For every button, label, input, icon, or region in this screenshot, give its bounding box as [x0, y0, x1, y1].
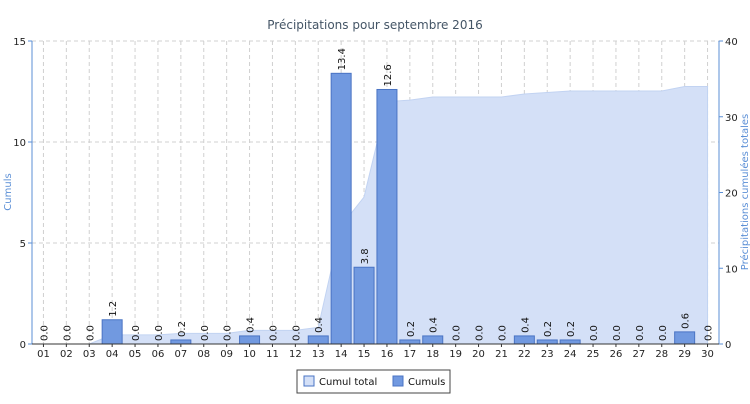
x-tick-label: 24 [564, 349, 577, 360]
bar-15 [353, 266, 375, 345]
x-tick-label: 14 [335, 349, 348, 360]
y-tick-label: 15 [13, 37, 26, 48]
x-tick-label: 23 [541, 349, 554, 360]
x-tick-label: 08 [197, 349, 210, 360]
bar-22 [513, 335, 535, 345]
bar-04 [101, 319, 123, 345]
x-tick-label: 03 [83, 349, 96, 360]
x-tick-label: 21 [495, 349, 508, 360]
x-tick-label: 30 [701, 349, 714, 360]
x-tick-label: 10 [243, 349, 256, 360]
bar-label-02: 0.0 [62, 325, 73, 341]
x-tick-label: 20 [472, 349, 485, 360]
bar-14 [330, 72, 352, 345]
legend-box [296, 369, 451, 394]
bar-label-11: 0.0 [268, 325, 279, 341]
x-tick-label: 02 [60, 349, 73, 360]
bar-label-16: 12.6 [383, 64, 394, 86]
bar-18 [422, 335, 444, 345]
bar-29 [674, 331, 696, 345]
cumulative-area [43, 85, 709, 345]
bar-label-27: 0.0 [635, 325, 646, 341]
bar-label-24: 0.2 [566, 321, 577, 337]
x-tick-label: 17 [403, 349, 416, 360]
x-tick-label: 06 [152, 349, 165, 360]
cumulative-total-area [43, 85, 709, 345]
y2-tick-label: 10 [725, 264, 738, 275]
bar-labels: 0.0 0.0 0.0 1.2 0.0 0.0 0.2 0.0 0.0 0.4 0.0 0.0 0.4 1… [39, 48, 714, 341]
bar-label-28: 0.0 [658, 325, 669, 341]
bar-16 [376, 88, 398, 345]
legend-swatch-cumul-total [303, 375, 315, 387]
bar-label-20: 0.0 [475, 325, 486, 341]
x-tick-label: 13 [312, 349, 325, 360]
bar-label-03: 0.0 [85, 325, 96, 341]
bar-label-17: 0.2 [406, 321, 417, 337]
bar-label-10: 0.4 [246, 317, 257, 333]
bar-label-18: 0.4 [429, 317, 440, 333]
x-tick-label: 07 [174, 349, 187, 360]
bar-label-25: 0.0 [589, 325, 600, 341]
bar-label-21: 0.0 [497, 325, 508, 341]
x-tick-label: 18 [426, 349, 439, 360]
bar-07 [170, 339, 192, 345]
y-axis-title: Cumuls [3, 173, 14, 210]
bar-label-30: 0.0 [704, 325, 715, 341]
legend: Cumul total Cumuls [296, 369, 451, 394]
bar-label-14: 13.4 [337, 48, 348, 70]
y-tick-label: 0 [20, 340, 26, 351]
bar-label-08: 0.0 [200, 325, 211, 341]
y2-tick-label: 40 [725, 37, 738, 48]
x-tick-label: 05 [129, 349, 142, 360]
bar-23 [536, 339, 558, 345]
x-tick-label: 29 [678, 349, 691, 360]
x-tick-label: 26 [610, 349, 623, 360]
bar-label-15: 3.8 [360, 248, 371, 264]
bar-label-07: 0.2 [177, 321, 188, 337]
bar-label-01: 0.0 [39, 325, 50, 341]
bar-label-26: 0.0 [612, 325, 623, 341]
y-tick-label: 5 [20, 239, 26, 250]
legend-swatch-cumuls [392, 375, 404, 387]
bar-label-29: 0.6 [681, 313, 692, 329]
y2-axis-title: Précipitations cumulées totales [739, 114, 750, 271]
legend-label-cumul-total: Cumul total [319, 377, 377, 388]
bar-label-22: 0.4 [520, 317, 531, 333]
x-tick-label: 15 [358, 349, 371, 360]
y2-tick-label: 0 [725, 340, 731, 351]
bar-label-05: 0.0 [131, 325, 142, 341]
bar-label-09: 0.0 [223, 325, 234, 341]
x-tick-label: 16 [381, 349, 394, 360]
x-tick-label: 28 [655, 349, 668, 360]
bar-13 [307, 335, 329, 345]
x-tick-label: 04 [106, 349, 119, 360]
x-tick-label: 25 [587, 349, 600, 360]
bar-label-13: 0.4 [314, 317, 325, 333]
bar-label-12: 0.0 [291, 325, 302, 341]
x-tick-label: 12 [289, 349, 302, 360]
bar-17 [399, 339, 421, 345]
bar-label-06: 0.0 [154, 325, 165, 341]
bar-label-19: 0.0 [452, 325, 463, 341]
bar-label-23: 0.2 [543, 321, 554, 337]
x-tick-label: 01 [37, 349, 50, 360]
x-tick-label: 09 [220, 349, 233, 360]
x-tick-label: 19 [449, 349, 462, 360]
x-tick-label: 11 [266, 349, 279, 360]
chart-title: Précipitations pour septembre 2016 [267, 18, 482, 32]
bar-label-04: 1.2 [108, 301, 119, 317]
y2-tick-label: 30 [725, 113, 738, 124]
x-tick-label: 27 [632, 349, 645, 360]
y-tick-label: 10 [13, 138, 26, 149]
bar-10 [239, 335, 261, 345]
y2-tick-label: 20 [725, 189, 738, 200]
x-tick-label: 22 [518, 349, 531, 360]
bar-24 [559, 339, 581, 345]
legend-label-cumuls: Cumuls [408, 377, 445, 388]
